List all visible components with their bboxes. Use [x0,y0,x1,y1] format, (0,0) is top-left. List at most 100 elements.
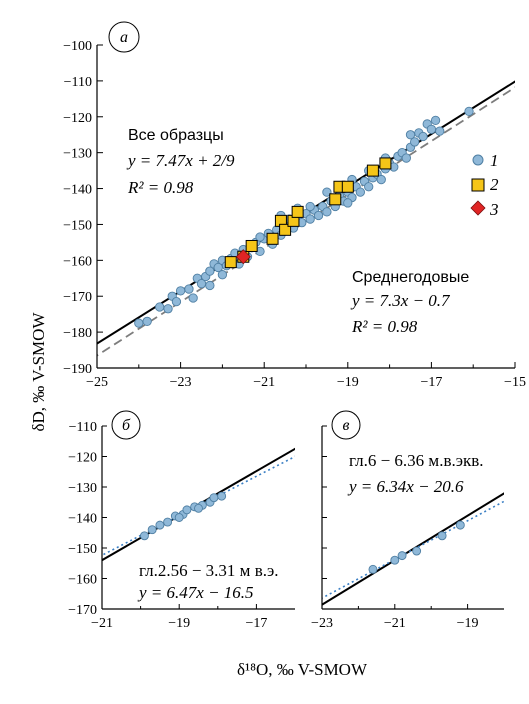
panel-b-y-tick-label: −110 [69,420,97,435]
panel-a-letter: а [108,21,140,53]
panel-a-point-series-1 [464,106,474,117]
legend-marker-2 [471,178,485,192]
panel-c-point-series-1 [455,520,465,530]
panel-a-point-series-2 [266,232,279,245]
panel-c-axes: −23 −21 −19 [311,425,504,631]
panel-b-y-tick-label: −120 [68,451,97,466]
panel-a-point-series-2 [279,223,292,236]
legend-label-3: 3 [489,200,499,219]
panel-a-point-series-2 [245,239,258,252]
annotation-annual-mean-r2: R² = 0.98 [351,317,418,336]
panel-a-point-series-1 [410,137,420,147]
panel-a-point-series-1 [430,115,441,126]
panel-a-point-series-1 [155,302,165,312]
panel-a-x-tick-label: −15 [504,375,526,390]
panel-c-x-tick-label: −23 [311,616,333,631]
panel-b-x-tick-label: −21 [91,616,113,631]
x-axis-title: δ¹⁸O, ‰ V-SMOW [237,660,368,679]
panel-b-y-tick-label: −170 [68,603,97,618]
annotation-all-samples-r2: R² = 0.98 [127,178,194,197]
annotation-equation-c: y = 6.34x − 20.6 [347,477,464,496]
panel-b-point-series-1 [174,513,184,522]
panel-b-letter: б [111,410,141,440]
panel-a-point-series-1 [163,304,173,314]
panel-c-letter-text: в [343,417,350,434]
panel-b-y-tick-label: −130 [68,481,97,496]
panel-a-letter-text: а [120,29,128,46]
panel-a-point-series-2 [224,256,237,269]
panel-a-point-series-1 [355,187,365,197]
panel-a-point-series-1 [134,318,144,328]
panel-a-point-series-1 [255,232,265,242]
panel-a-point-series-1 [322,207,332,217]
y-axis-title: δD, ‰ V-SMOW [29,312,48,432]
panel-a-point-series-3 [235,249,251,265]
legend-label-2: 2 [490,175,499,194]
panel-a-x-tick-label: −19 [337,375,359,390]
panel-c-letter: в [331,410,361,440]
panel-a-x-tick-label: −17 [420,375,442,390]
panel-a-points [134,106,474,328]
panel-b-point-series-1 [147,525,157,535]
panel-a-point-series-1 [343,198,353,208]
panel-a-point-series-1 [435,126,445,136]
panel-a-point-series-1 [205,280,215,291]
panel-a-point-series-1 [217,270,228,280]
annotation-depth-b: гл.2.56 − 3.31 м в.э. [139,561,279,580]
panel-a-y-tick-label: −130 [63,147,92,162]
panel-a-x-tick-label: −25 [86,375,108,390]
panel-a-y-tick-label: −120 [63,111,92,126]
panel-a-y-tick-label: −180 [63,326,92,341]
panel-c-sample-fit-line [322,500,504,599]
panel-b-x-tick-label: −17 [245,616,267,631]
panel-a-point-series-1 [171,296,182,307]
panel-c-point-series-1 [412,546,422,556]
annotation-depth-c: гл.6 − 6.36 м.в.экв. [349,451,484,470]
panel-a: −190 −180 −170 −160 −150 −140 −130 −120 −110 −100… [63,21,526,390]
annotation-annual-mean-title: Среднегодовые [352,269,469,286]
panel-b-point-series-1 [217,491,227,501]
legend-marker-1 [472,154,484,166]
panel-a-y-tick-label: −150 [63,218,92,233]
panel-a-point-series-1 [364,182,374,192]
panel-a-point-series-2 [291,205,304,218]
panel-b-point-series-1 [163,517,173,527]
panel-b-y-tick-label: −160 [68,573,97,588]
panel-a-x-tick-label: −21 [253,375,275,390]
panel-a-point-series-2 [366,164,379,177]
legend: 1 2 3 [470,151,499,219]
panel-b-letter-text: б [122,417,131,434]
panel-c-point-series-1 [437,531,447,541]
panel-c-point-series-1 [368,564,378,574]
panel-c-x-tick-label: −21 [384,616,406,631]
panel-a-point-series-1 [401,153,411,163]
legend-label-1: 1 [490,151,499,170]
panel-a-y-tick-label: −110 [64,75,92,90]
panel-c-point-series-1 [390,555,400,565]
panel-a-y-tick-label: −190 [63,362,92,377]
annotation-annual-mean-equation: y = 7.3x − 0.7 [350,291,451,310]
panel-a-point-series-1 [305,214,315,224]
panel-a-point-series-2 [329,193,342,206]
panel-b: −170−160−150−140−130−120−110−21 −19 −17 б … [68,410,295,631]
annotation-all-samples-equation: y = 7.47x + 2/9 [126,151,235,170]
panel-b-points [140,491,227,541]
panel-a-y-tick-label: −140 [63,183,92,198]
annotation-annual-mean: Среднегодовые y = 7.3x − 0.7 R² = 0.98 [350,269,469,336]
panel-b-point-series-1 [209,493,219,503]
panel-a-point-series-1 [184,284,194,294]
panel-b-y-tick-label: −150 [68,542,97,557]
panel-b-y-tick-label: −140 [68,512,97,527]
panel-a-point-series-2 [341,180,354,193]
legend-marker-3 [470,200,486,216]
panel-a-point-series-1 [418,131,428,142]
panel-a-point-series-1 [305,201,315,212]
panel-a-point-series-1 [322,187,332,197]
panel-a-y-tick-label: −160 [63,254,92,269]
annotation-all-samples-title: Все образцы [128,127,224,144]
panel-a-point-series-1 [376,174,386,185]
panel-a-point-series-1 [313,210,324,221]
panel-c-point-series-1 [397,551,407,561]
panel-a-point-series-2 [379,157,392,170]
